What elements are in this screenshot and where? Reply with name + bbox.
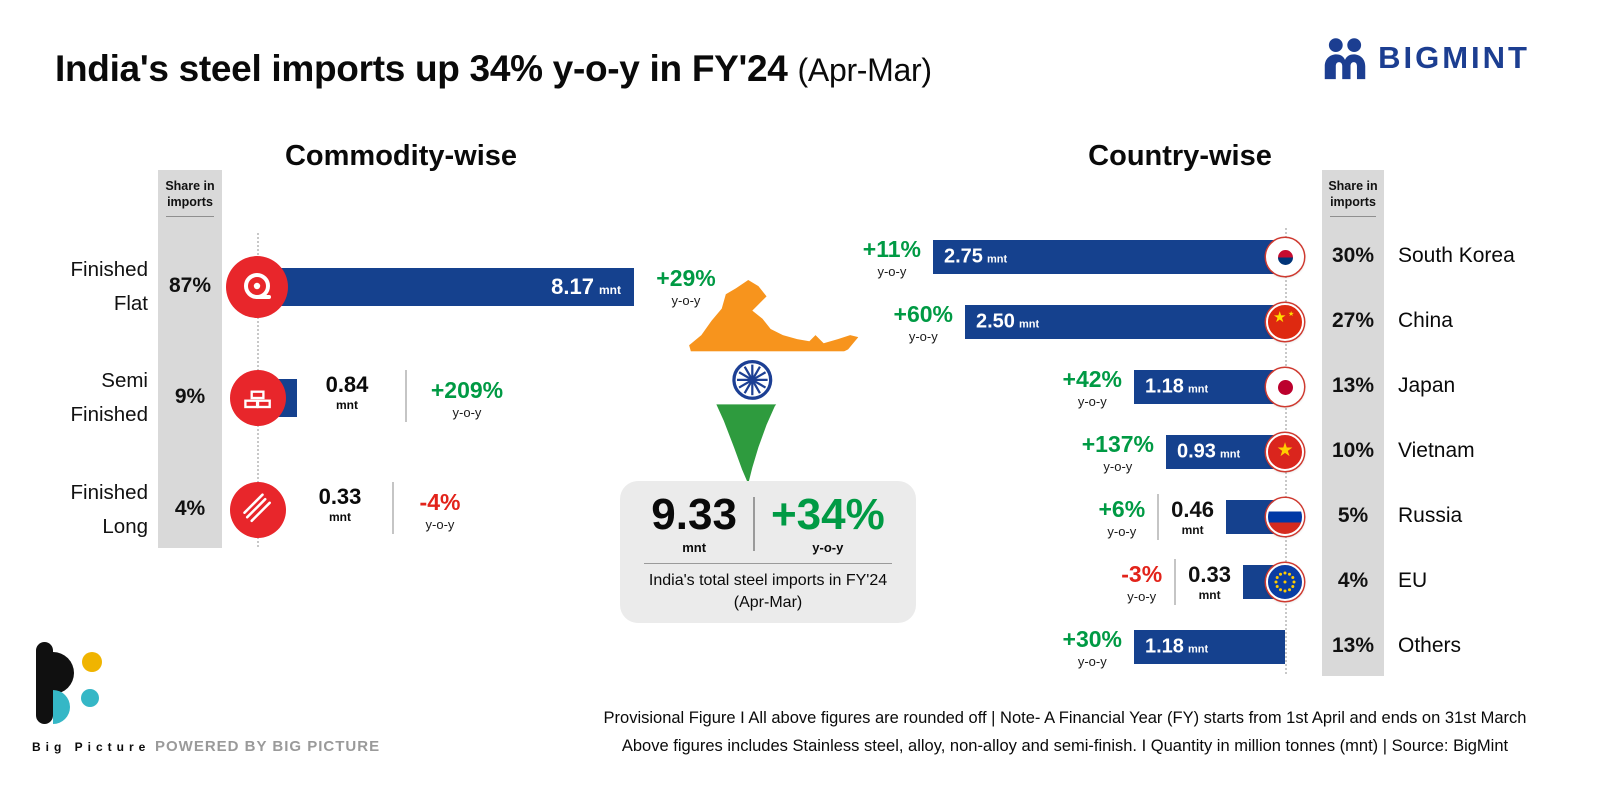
country-share-value: 10% [1331,439,1375,462]
country-growth: +137% y-o-y [1081,430,1154,474]
country-name: Others [1398,634,1462,657]
commodity-share-column: Share in imports [158,170,222,548]
commodity-growth-semi-finished: +209% y-o-y [430,377,504,420]
divider [1157,494,1160,540]
big-picture-wordmark: Big Picture [32,740,151,754]
country-growth: +60% y-o-y [893,300,953,344]
coil-icon [226,256,288,318]
country-row-russia: +6% y-o-y 0.46 mnt [820,490,1304,544]
country-bar: 1.18 mnt [1134,630,1285,664]
country-growth: -3% y-o-y [1121,560,1163,604]
country-share-value: 5% [1337,504,1369,527]
country-row-vietnam: +137% y-o-y 0.93 mnt [820,425,1304,479]
country-row-china: +60% y-o-y 2.50 mnt [820,295,1304,349]
country-share-value: 4% [1337,569,1369,592]
country-name: South Korea [1398,244,1515,267]
ashoka-chakra-icon [732,359,773,400]
country-name: Vietnam [1398,439,1475,462]
commodity-value-finished-long: 0.33 mnt [318,484,362,524]
commodity-bar-finished-flat: 8.17 mnt [258,268,634,306]
total-value: 9.33 [651,490,737,539]
country-share-column: Share in imports [1322,170,1384,676]
commodity-growth-finished-long: -4% y-o-y [419,489,461,532]
country-name: Japan [1398,374,1456,397]
total-value-block: 9.33 mnt [651,490,737,556]
commodity-label-finished-flat: Finished Flat [70,258,149,315]
commodity-heading: Commodity-wise [284,140,518,172]
rebar-icon [230,482,286,538]
brand-name: BIGMINT [1378,40,1530,75]
eu-flag-icon [1266,563,1304,601]
divider [1174,559,1177,605]
commodity-label-finished-long: Finished Long [70,481,149,538]
country-row-south-korea: +11% y-o-y 2.75 mnt [820,230,1304,284]
country-row-others: +30% y-o-y 1.18 mnt [820,620,1285,674]
country-growth: +30% y-o-y [1062,625,1122,669]
bar-value-label: 8.17 mnt [551,274,621,299]
country-name: EU [1398,569,1428,592]
country-growth: +11% y-o-y [862,235,921,279]
divider [1330,216,1376,218]
japan-flag-icon [1266,368,1304,406]
commodity-growth-finished-flat: +29% y-o-y [656,265,716,308]
divider [752,497,755,551]
big-picture-logo [30,640,140,740]
country-share-value: 13% [1331,634,1375,657]
country-growth: +42% y-o-y [1062,365,1122,409]
vietnam-flag-icon [1266,433,1304,471]
country-bar: 1.18 mnt [1134,368,1304,406]
south-korea-flag-icon [1266,238,1304,276]
country-name: China [1398,309,1453,332]
footnote-line-1: Provisional Figure I All above figures a… [603,709,1527,727]
country-share-header: Share in imports [1328,179,1378,209]
divider [644,563,892,564]
country-share-value: 27% [1331,309,1375,332]
billet-icon [230,370,286,426]
total-growth: +34% [770,490,885,539]
country-share-value: 13% [1331,374,1375,397]
powered-by-label: POWERED BY BIG PICTURE [155,738,381,755]
india-map [655,278,870,495]
total-growth-block: +34% y-o-y [770,490,885,556]
commodity-value-semi-finished: 0.84 mnt [325,372,369,412]
country-heading: Country-wise [1088,140,1272,172]
bigmint-logo-icon [1324,38,1366,80]
country-value: 0.33 mnt [1188,562,1231,602]
commodity-share-value: 87% [168,274,212,297]
divider [405,370,407,422]
commodity-share-header: Share in imports [165,179,215,209]
country-bar [1226,498,1304,536]
country-share-value: 30% [1331,244,1375,267]
title-main: India's steel imports up 34% y-o-y in FY… [55,48,788,89]
country-row-eu: -3% y-o-y 0.33 mnt [820,555,1304,609]
country-bar: 2.75 mnt [933,238,1304,276]
divider [166,216,214,218]
country-bar [1243,563,1304,601]
page-title: India's steel imports up 34% y-o-y in FY… [55,48,932,90]
commodity-share-value: 9% [174,385,206,408]
country-bar: 2.50 mnt [965,303,1304,341]
china-flag-icon [1266,303,1304,341]
country-row-japan: +42% y-o-y 1.18 mnt [820,360,1304,414]
footnote-line-2: Above figures includes Stainless steel, … [621,737,1509,756]
country-bar: 0.93 mnt [1166,433,1304,471]
country-growth: +6% y-o-y [1098,495,1146,539]
total-imports-card: 9.33 mnt +34% y-o-y India's total steel … [620,481,916,623]
divider [392,482,394,534]
total-caption: India's total steel imports in FY'24 (Ap… [648,572,888,611]
commodity-share-value: 4% [174,497,206,520]
commodity-label-semi-finished: Semi Finished [70,369,149,426]
brand-logo: BIGMINT [1322,36,1530,80]
russia-flag-icon [1266,498,1304,536]
title-suffix: (Apr-Mar) [797,52,932,88]
footnotes: Provisional Figure I All above figures a… [560,704,1570,760]
country-value: 0.46 mnt [1171,497,1214,537]
country-name: Russia [1398,504,1463,527]
